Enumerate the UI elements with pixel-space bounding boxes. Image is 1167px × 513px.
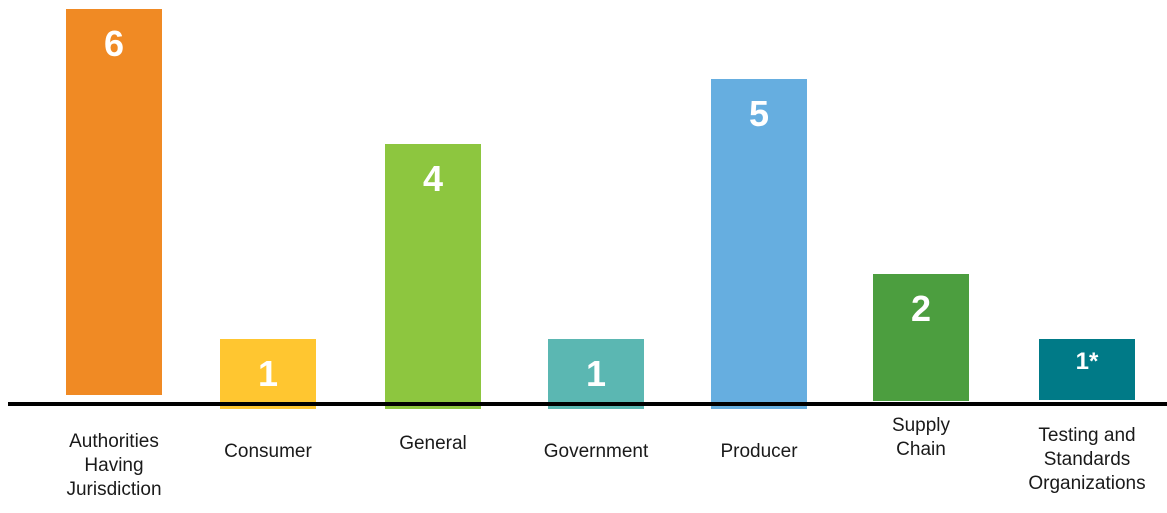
category-labels-group: Authorities Having Jurisdiction Consumer Gen… — [66, 415, 1145, 500]
category-label: Authorities — [69, 431, 159, 452]
bar-general — [385, 144, 481, 409]
bar-value-label: 6 — [104, 23, 124, 64]
bar-value-label: 1* — [1076, 348, 1099, 375]
bars-group: 6 1 4 1 5 2 1* — [66, 9, 1135, 409]
bar-authorities-having-jurisdiction — [66, 9, 162, 395]
category-label: Having — [84, 455, 143, 476]
category-label: Testing and — [1038, 425, 1135, 446]
category-label: Supply — [892, 415, 951, 436]
category-label: General — [399, 433, 467, 454]
bar-value-label: 1 — [258, 353, 278, 394]
category-label: Jurisdiction — [66, 479, 161, 500]
bar-value-label: 1 — [586, 353, 606, 394]
category-label: Standards — [1044, 449, 1131, 470]
bar-supply-chain — [873, 274, 969, 401]
bar-testing-and-standards-organizations — [1039, 339, 1135, 400]
bar-value-label: 4 — [423, 158, 443, 199]
category-label: Organizations — [1028, 473, 1145, 494]
bar-producer — [711, 79, 807, 409]
category-label: Producer — [720, 441, 798, 462]
category-label: Chain — [896, 439, 946, 460]
bar-government — [548, 339, 644, 409]
bar-consumer — [220, 339, 316, 409]
bar-value-label: 5 — [749, 93, 769, 134]
category-label: Government — [544, 441, 649, 462]
category-label: Consumer — [224, 441, 312, 462]
bar-value-label: 2 — [911, 288, 931, 329]
